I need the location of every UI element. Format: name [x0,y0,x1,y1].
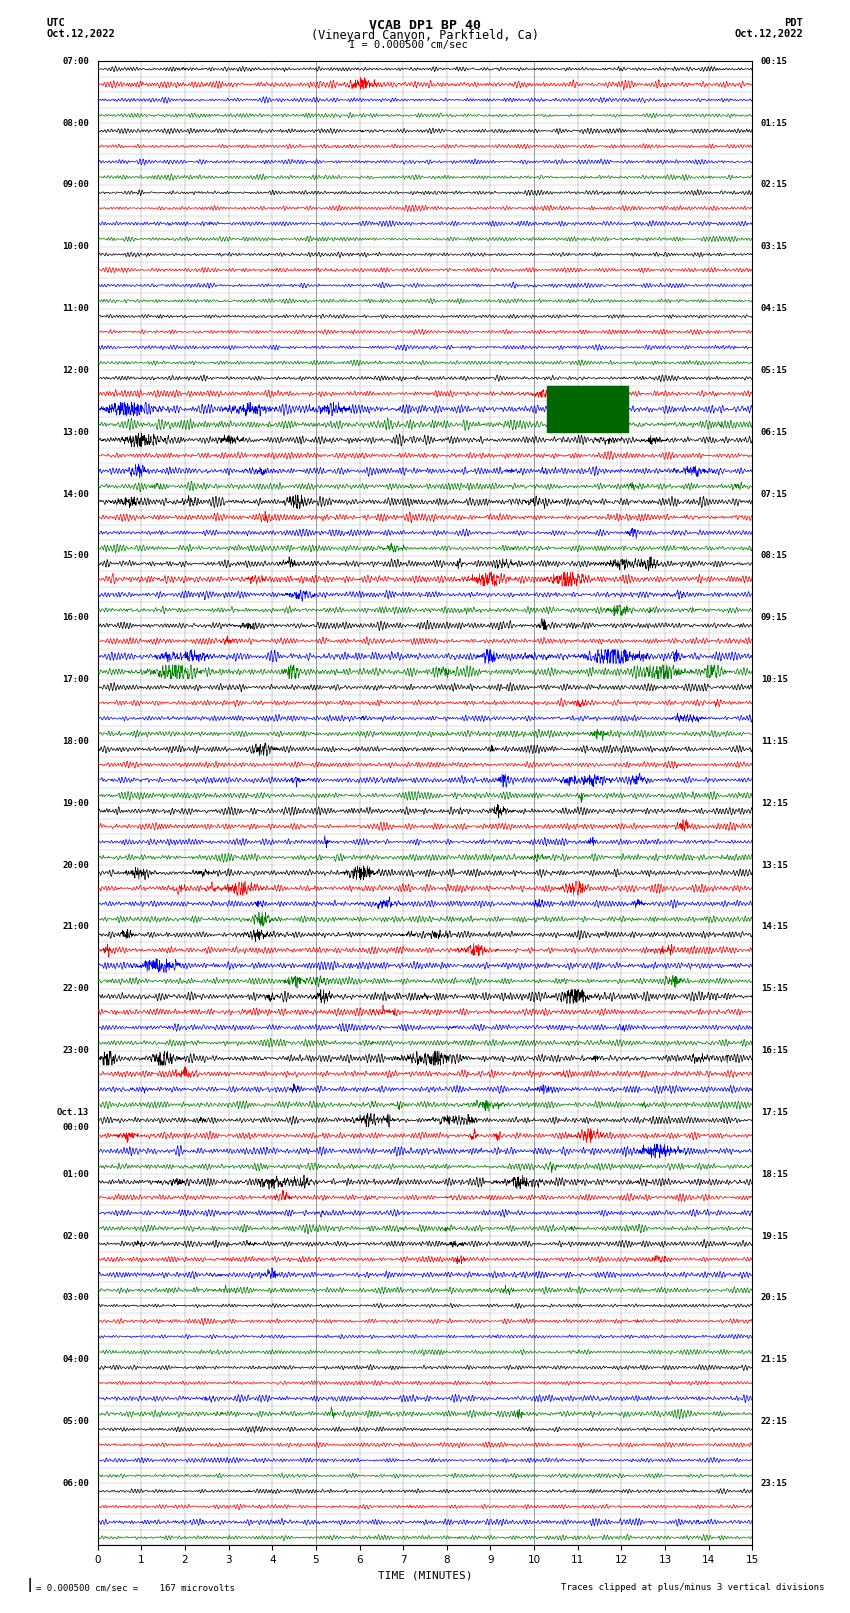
Text: = 0.000500 cm/sec =    167 microvolts: = 0.000500 cm/sec = 167 microvolts [36,1582,235,1592]
Text: Oct.12,2022: Oct.12,2022 [734,29,803,39]
Text: 15:00: 15:00 [62,552,89,560]
Text: 16:00: 16:00 [62,613,89,623]
X-axis label: TIME (MINUTES): TIME (MINUTES) [377,1571,473,1581]
Text: 16:15: 16:15 [761,1047,788,1055]
Text: 14:15: 14:15 [761,923,788,931]
Text: 19:15: 19:15 [761,1232,788,1240]
Text: 06:00: 06:00 [62,1479,89,1487]
Text: 21:00: 21:00 [62,923,89,931]
Text: 00:15: 00:15 [761,56,788,66]
Text: UTC: UTC [47,18,65,27]
Text: 10:15: 10:15 [761,676,788,684]
Text: PDT: PDT [785,18,803,27]
Text: 04:15: 04:15 [761,305,788,313]
Text: 01:00: 01:00 [62,1169,89,1179]
Text: Traces clipped at plus/minus 3 vertical divisions: Traces clipped at plus/minus 3 vertical … [561,1582,824,1592]
Text: 13:15: 13:15 [761,861,788,869]
Text: 14:00: 14:00 [62,490,89,498]
Text: 03:15: 03:15 [761,242,788,252]
Text: 07:00: 07:00 [62,56,89,66]
Text: 04:00: 04:00 [62,1355,89,1365]
Text: 01:15: 01:15 [761,119,788,127]
Text: Oct.13: Oct.13 [57,1108,89,1116]
Text: 23:00: 23:00 [62,1047,89,1055]
Text: 08:15: 08:15 [761,552,788,560]
Text: 12:00: 12:00 [62,366,89,374]
Text: 17:15: 17:15 [761,1108,788,1116]
Text: 20:15: 20:15 [761,1294,788,1302]
Text: 15:15: 15:15 [761,984,788,994]
Text: 18:00: 18:00 [62,737,89,745]
Text: 09:00: 09:00 [62,181,89,189]
Text: 08:00: 08:00 [62,119,89,127]
Text: VCAB DP1 BP 40: VCAB DP1 BP 40 [369,18,481,32]
Text: 02:15: 02:15 [761,181,788,189]
Text: 13:00: 13:00 [62,427,89,437]
Text: 12:15: 12:15 [761,798,788,808]
Text: 02:00: 02:00 [62,1232,89,1240]
Text: 09:15: 09:15 [761,613,788,623]
Text: 18:15: 18:15 [761,1169,788,1179]
Text: 21:15: 21:15 [761,1355,788,1365]
Text: 17:00: 17:00 [62,676,89,684]
Text: 05:15: 05:15 [761,366,788,374]
Text: I = 0.000500 cm/sec: I = 0.000500 cm/sec [348,39,468,50]
Text: 19:00: 19:00 [62,798,89,808]
Text: 20:00: 20:00 [62,861,89,869]
Text: 00:00: 00:00 [62,1123,89,1132]
Bar [547,386,628,432]
Text: 06:15: 06:15 [761,427,788,437]
Text: Oct.12,2022: Oct.12,2022 [47,29,116,39]
Text: (Vineyard Canyon, Parkfield, Ca): (Vineyard Canyon, Parkfield, Ca) [311,29,539,42]
Text: 07:15: 07:15 [761,490,788,498]
Text: 23:15: 23:15 [761,1479,788,1487]
Text: 11:15: 11:15 [761,737,788,745]
Text: 03:00: 03:00 [62,1294,89,1302]
Text: 22:15: 22:15 [761,1418,788,1426]
Text: 10:00: 10:00 [62,242,89,252]
Text: 22:00: 22:00 [62,984,89,994]
Text: 11:00: 11:00 [62,305,89,313]
Text: |: | [26,1578,34,1592]
Text: 05:00: 05:00 [62,1418,89,1426]
